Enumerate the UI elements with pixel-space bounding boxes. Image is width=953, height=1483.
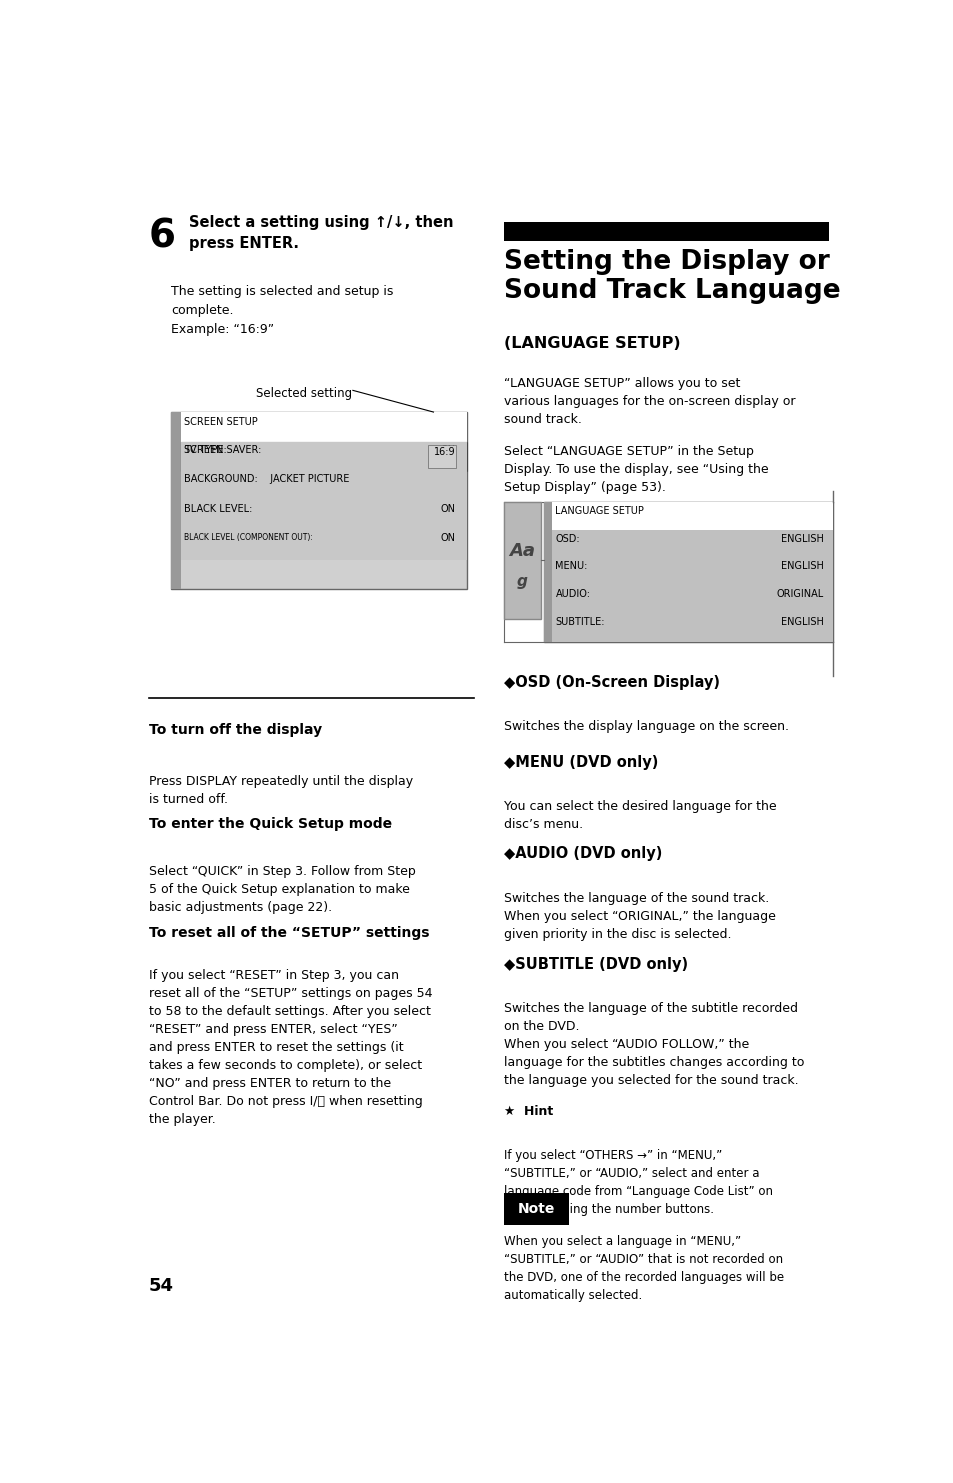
Bar [503,503,540,618]
Text: (LANGUAGE SETUP): (LANGUAGE SETUP) [503,335,679,350]
Bar [171,412,466,589]
Text: BACKGROUND:    JACKET PICTURE: BACKGROUND: JACKET PICTURE [184,475,350,485]
Text: LANGUAGE SETUP: LANGUAGE SETUP [555,506,643,516]
Text: To enter the Quick Setup mode: To enter the Quick Setup mode [149,817,392,832]
Text: The setting is selected and setup is
complete.
Example: “16:9”: The setting is selected and setup is com… [171,285,393,337]
Bar [551,558,832,586]
Bar [503,1194,568,1225]
Text: ENGLISH: ENGLISH [781,534,823,544]
Text: ◆SUBTITLE (DVD only): ◆SUBTITLE (DVD only) [503,957,687,971]
Text: MENU:: MENU: [555,562,587,571]
Bar [180,529,466,559]
Bar [180,412,466,442]
Bar [544,503,832,642]
Text: ENGLISH: ENGLISH [781,617,823,627]
Text: Select a setting using ↑/↓, then
press ENTER.: Select a setting using ↑/↓, then press E… [190,215,454,251]
Text: To turn off the display: To turn off the display [149,722,321,737]
Text: ★  Hint: ★ Hint [503,1105,553,1118]
Text: ORIGINAL: ORIGINAL [776,589,823,599]
Text: Switches the language of the subtitle recorded
on the DVD.
When you select “AUDI: Switches the language of the subtitle re… [503,1003,803,1087]
Bar [551,503,832,529]
Bar [551,529,832,558]
Text: Aа: Aа [509,543,535,561]
Text: g: g [517,574,527,589]
Bar [551,614,832,642]
Text: BLACK LEVEL (COMPONENT OUT):: BLACK LEVEL (COMPONENT OUT): [184,534,313,543]
Text: 6: 6 [149,218,175,257]
Text: You can select the desired language for the
disc’s menu.: You can select the desired language for … [503,801,776,832]
Text: ON: ON [440,445,456,455]
Text: When you select a language in “MENU,”
“SUBTITLE,” or “AUDIO” that is not recorde: When you select a language in “MENU,” “S… [503,1235,783,1302]
Text: Switches the display language on the screen.: Switches the display language on the scr… [503,721,788,734]
Text: Note: Note [517,1203,555,1216]
Text: SCREEN SAVER:: SCREEN SAVER: [184,445,261,455]
Bar [428,445,456,467]
Text: SUBTITLE:: SUBTITLE: [555,617,604,627]
Text: Switches the language of the sound track.
When you select “ORIGINAL,” the langua: Switches the language of the sound track… [503,891,775,940]
Text: ENGLISH: ENGLISH [781,562,823,571]
Text: BLACK LEVEL:: BLACK LEVEL: [184,504,253,515]
Bar [171,412,180,589]
Bar [551,586,832,614]
Text: AUDIO:: AUDIO: [555,589,590,599]
Text: ◆AUDIO (DVD only): ◆AUDIO (DVD only) [503,845,661,862]
Bar [180,442,466,472]
Text: 16:9: 16:9 [434,448,456,457]
Text: TV TYPE:: TV TYPE: [184,445,227,455]
Text: Setting the Display or
Sound Track Language: Setting the Display or Sound Track Langu… [503,249,840,304]
Text: OSD:: OSD: [555,534,579,544]
Bar [503,222,828,240]
Bar [544,503,551,642]
Text: Select “LANGUAGE SETUP” in the Setup
Display. To use the display, see “Using the: Select “LANGUAGE SETUP” in the Setup Dis… [503,445,767,494]
Text: “LANGUAGE SETUP” allows you to set
various languages for the on-screen display o: “LANGUAGE SETUP” allows you to set vario… [503,377,795,426]
Text: SCREEN SETUP: SCREEN SETUP [184,417,258,427]
Text: 54: 54 [149,1277,173,1295]
Text: Select “QUICK” in Step 3. Follow from Step
5 of the Quick Setup explanation to m: Select “QUICK” in Step 3. Follow from St… [149,866,416,915]
Text: ON: ON [440,504,456,515]
Text: Press DISPLAY repeatedly until the display
is turned off.: Press DISPLAY repeatedly until the displ… [149,776,413,807]
Text: Selected setting: Selected setting [255,387,352,400]
Text: ON: ON [440,534,456,543]
Text: If you select “OTHERS →” in “MENU,”
“SUBTITLE,” or “AUDIO,” select and enter a
l: If you select “OTHERS →” in “MENU,” “SUB… [503,1148,772,1216]
Bar [180,501,466,529]
Text: ◆OSD (On-Screen Display): ◆OSD (On-Screen Display) [503,675,719,690]
Text: To reset all of the “SETUP” settings: To reset all of the “SETUP” settings [149,925,429,940]
Bar [180,472,466,501]
Text: ◆MENU (DVD only): ◆MENU (DVD only) [503,755,658,770]
Text: If you select “RESET” in Step 3, you can
reset all of the “SETUP” settings on pa: If you select “RESET” in Step 3, you can… [149,970,432,1126]
Bar [180,442,466,472]
